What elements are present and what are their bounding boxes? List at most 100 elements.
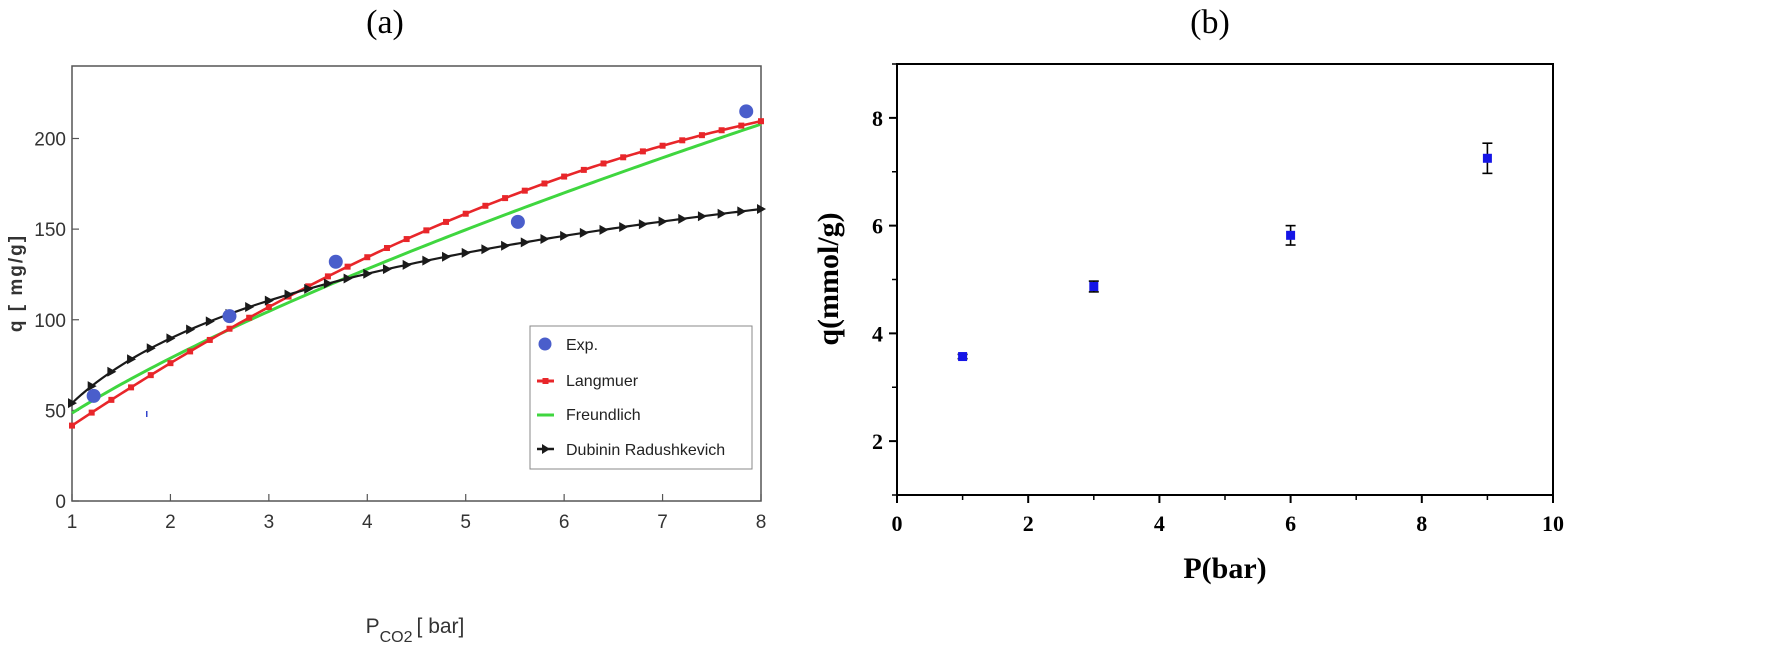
panel-b-label: (b) <box>1190 4 1230 41</box>
series-dubinin-marker <box>363 268 373 279</box>
series-langmuer-marker <box>620 154 627 161</box>
series-langmuer-marker <box>698 132 705 139</box>
series-langmuer-marker <box>462 210 469 217</box>
panel-a-x-tick-label: 2 <box>165 512 176 533</box>
panel-a-legend: Exp. Langmuer Freundlich Dubinin Radushk… <box>529 325 753 470</box>
series-langmuer-marker <box>403 236 410 243</box>
panel-a-y-tick-label: 150 <box>34 220 66 241</box>
series-dubinin-marker <box>481 244 491 255</box>
series-dubinin-marker <box>402 259 412 270</box>
panel-b-chart: (b) 0 2 4 6 8 10 2 4 6 8 P(bar) q(mmol/g) <box>812 4 1564 585</box>
panel-b-x-tick-label: 2 <box>1023 511 1034 536</box>
series-dubinin-marker <box>146 343 156 354</box>
series-dubinin-marker <box>520 237 530 248</box>
series-langmuer-marker <box>344 263 351 270</box>
series-dubinin-marker <box>442 251 452 262</box>
panel-b-points <box>957 142 1493 362</box>
panel-a-x-tick-label: 5 <box>460 512 471 533</box>
series-exp-point <box>510 214 525 229</box>
panel-a-stray-mark <box>146 411 148 417</box>
series-langmuer-marker <box>383 245 390 252</box>
legend-swatch-exp <box>538 337 552 351</box>
panel-a-legend-box <box>529 325 753 470</box>
series-langmuer-marker <box>364 254 371 261</box>
legend-marker-langmuer <box>542 378 549 384</box>
series-langmuer-marker <box>423 227 430 234</box>
series-langmuer-marker <box>108 396 115 403</box>
series-dubinin-marker <box>382 264 392 275</box>
series-langmuer-marker <box>69 422 75 429</box>
series-dubinin-marker <box>599 224 609 235</box>
series-langmuer-marker <box>482 202 489 209</box>
data-point <box>1286 230 1296 240</box>
series-dubinin-marker <box>343 273 353 284</box>
series-dubinin-marker <box>245 302 255 313</box>
series-langmuer-marker <box>226 325 233 332</box>
series-dubinin-marker <box>323 278 333 289</box>
series-langmuer-marker <box>128 384 135 391</box>
panel-a-plot-frame <box>71 65 762 502</box>
legend-entry-freundlich: Freundlich <box>537 407 641 424</box>
panel-b-y-tick-label: 8 <box>872 106 883 131</box>
series-langmuer-marker <box>679 137 686 144</box>
series-langmuer-marker <box>147 372 154 379</box>
legend-entry-langmuer: Langmuer <box>537 373 639 390</box>
series-dubinin-marker <box>737 206 747 217</box>
series-langmuer-marker <box>167 360 174 367</box>
panel-a-points <box>86 104 754 403</box>
panel-a-label: (a) <box>366 4 404 41</box>
series-langmuer-marker <box>324 273 331 280</box>
panel-a-y-tick-label: 100 <box>34 311 66 332</box>
series-dubinin-marker <box>422 255 432 266</box>
series-dubinin-marker <box>658 216 668 227</box>
series-dubinin-marker <box>717 208 727 219</box>
series-langmuer-marker <box>758 118 764 125</box>
panel-b-x-tick-label: 10 <box>1542 511 1564 536</box>
series-dubinin-marker <box>284 289 294 300</box>
panel-b-ticks: 0 2 4 6 8 10 2 4 6 8 <box>872 63 1564 536</box>
panel-a-x-tick-label: 3 <box>264 512 275 533</box>
panel-b-plot-frame <box>896 63 1554 496</box>
series-dubinin-marker <box>461 247 471 258</box>
panel-a-x-tick-label: 6 <box>559 512 570 533</box>
legend-marker-dubinin <box>542 444 550 454</box>
data-point <box>1089 282 1099 292</box>
data-point <box>1482 153 1492 163</box>
series-langmuer-marker <box>206 336 213 343</box>
series-dubinin-marker <box>264 295 274 306</box>
panel-a-chart: (a) 1 2 3 4 5 6 7 8 0 50 100 150 200 PCO2[ bar] q [ … <box>6 4 766 646</box>
series-langmuer-marker <box>541 180 548 187</box>
panel-a-x-tick-label: 4 <box>362 512 373 533</box>
series-langmuer-marker <box>88 409 95 416</box>
series-langmuer-line <box>71 119 762 427</box>
data-point <box>958 352 968 362</box>
legend-label-langmuer: Langmuer <box>566 373 639 390</box>
panel-a-y-tick-label: 0 <box>55 492 66 513</box>
series-langmuer-marker <box>521 187 528 194</box>
series-exp-point <box>739 104 754 119</box>
panel-a-x-tick-label: 7 <box>657 512 668 533</box>
panel-b-x-tick-label: 0 <box>892 511 903 536</box>
series-dubinin-marker <box>205 316 215 327</box>
series-langmuer-marker <box>600 160 607 167</box>
panel-b-y-tick-label: 6 <box>872 214 883 239</box>
series-dubinin-marker <box>619 221 629 232</box>
panel-a-x-tick-label: 1 <box>67 512 78 533</box>
series-dubinin-marker <box>638 219 648 230</box>
panel-b-x-tick-label: 8 <box>1416 511 1427 536</box>
legend-entry-dubinin: Dubinin Radushkevich <box>537 442 725 459</box>
panel-b-x-tick-label: 6 <box>1285 511 1296 536</box>
series-dubinin-marker <box>501 240 511 251</box>
series-exp-point <box>222 309 237 324</box>
series-dubinin-marker <box>678 213 688 224</box>
series-langmuer-marker <box>187 348 194 355</box>
series-dubinin-marker <box>697 211 707 222</box>
series-dubinin-marker <box>186 324 196 335</box>
series-langmuer-marker <box>659 142 666 149</box>
panel-b-y-tick-label: 2 <box>872 429 883 454</box>
panel-b-x-tick-label: 4 <box>1154 511 1165 536</box>
series-dubinin-marker <box>107 366 117 377</box>
series-dubinin-marker <box>87 381 97 392</box>
series-dubinin-marker <box>560 230 570 241</box>
